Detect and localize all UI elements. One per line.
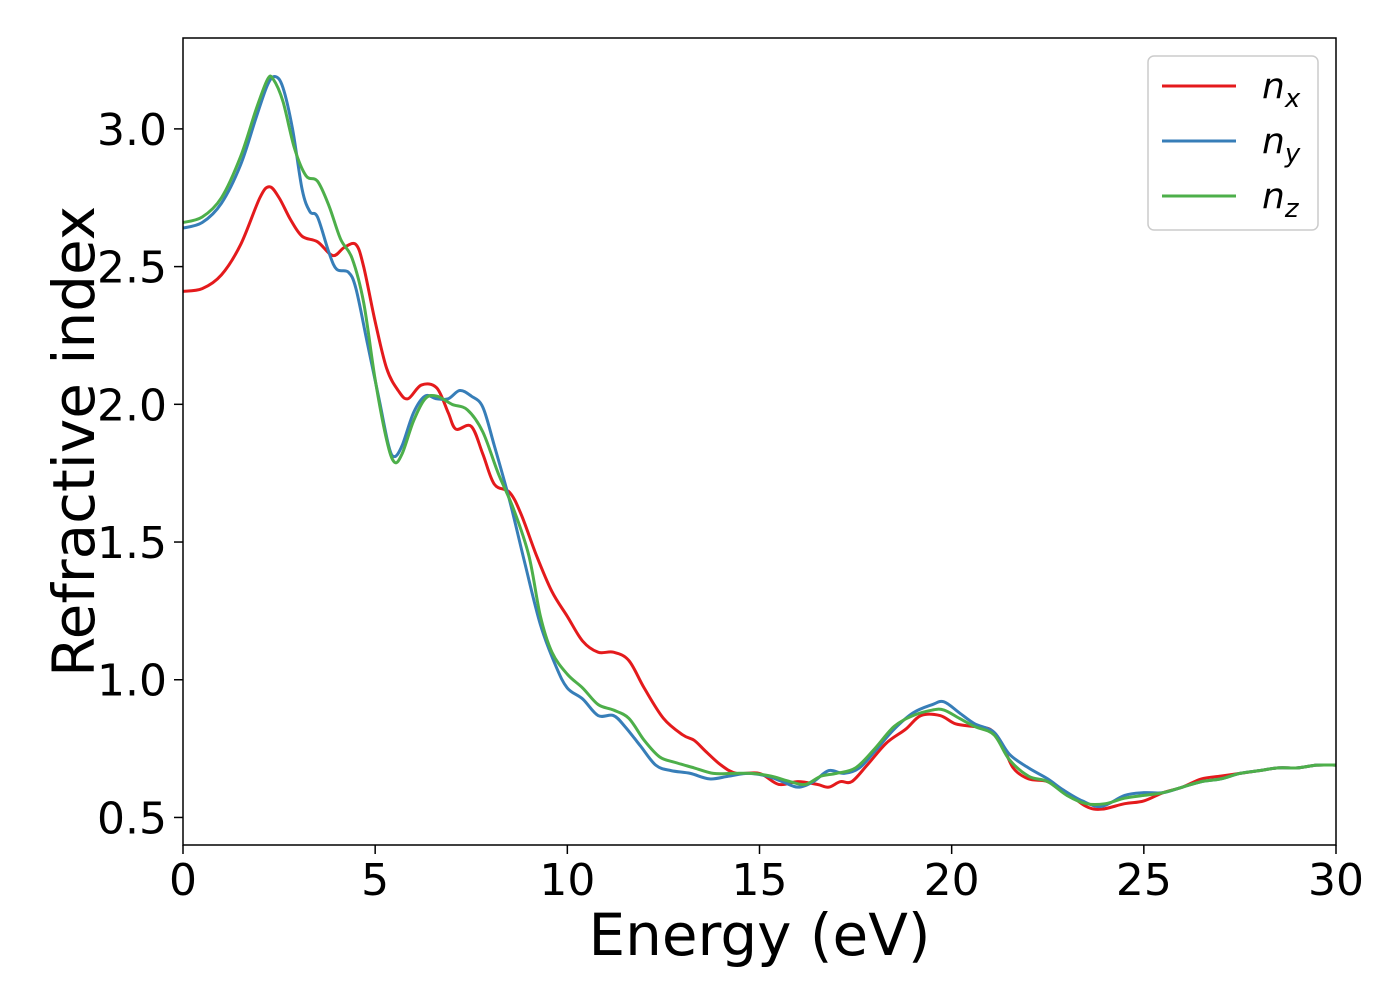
legend-label-z: nz: [1262, 176, 1300, 224]
series-line-n-z: [183, 74, 1336, 807]
y-axis: 0.5 1.0 1.5 2.0 2.5 3.0: [97, 105, 183, 844]
x-tick-label: 15: [732, 855, 788, 906]
x-tick-label: 30: [1308, 855, 1364, 906]
legend: nx ny nz: [1147, 55, 1319, 231]
x-axis: 0 5 10 15 20 25 30: [169, 845, 1364, 906]
y-tick-label: 2.5: [97, 243, 167, 294]
series-layer: [183, 74, 1336, 811]
x-tick-label: 10: [539, 855, 595, 906]
x-tick-label: 0: [169, 855, 197, 906]
y-tick-label: 2.0: [97, 380, 167, 431]
y-tick-label: 1.0: [97, 656, 167, 707]
plot-area: [183, 74, 1336, 811]
y-tick-label: 0.5: [97, 793, 167, 844]
y-tick-label: 1.5: [97, 518, 167, 569]
x-tick-label: 20: [924, 855, 980, 906]
x-tick-label: 5: [361, 855, 389, 906]
legend-label-x: nx: [1262, 66, 1301, 114]
legend-label-y: ny: [1262, 121, 1301, 169]
legend-box: [1147, 55, 1319, 231]
x-tick-label: 25: [1116, 855, 1172, 906]
x-axis-title: Energy (eV): [588, 901, 930, 969]
y-axis-title: Refractive index: [40, 206, 108, 677]
y-tick-label: 3.0: [97, 105, 167, 156]
series-line-n-x: [183, 185, 1336, 811]
